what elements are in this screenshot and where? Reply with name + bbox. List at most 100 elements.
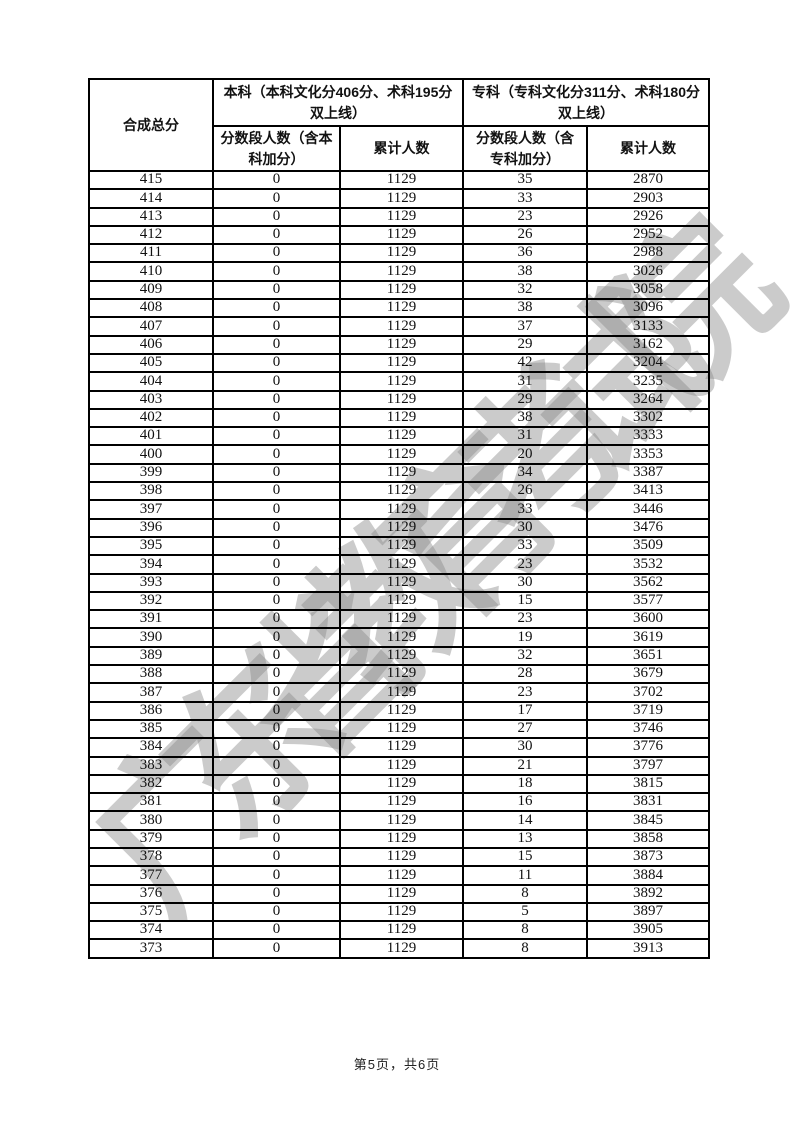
table-cell: 406 xyxy=(88,334,214,355)
table-cell: 402 xyxy=(88,407,214,429)
table-cell: 0 xyxy=(212,773,341,795)
table-cell: 1129 xyxy=(339,224,464,246)
table-cell: 0 xyxy=(212,609,341,630)
header-benke-group: 本科（本科文化分406分、术科195分双上线） xyxy=(212,78,464,127)
table-cell: 394 xyxy=(88,554,214,575)
table-cell: 1129 xyxy=(339,938,464,959)
table-cell: 0 xyxy=(212,535,341,557)
table-row: 389 0 1129 32 3651 xyxy=(88,645,711,667)
table-cell: 31 xyxy=(462,371,588,392)
table-cell: 386 xyxy=(88,700,214,721)
table-cell: 0 xyxy=(212,481,341,502)
table-row: 374 0 1129 8 3905 xyxy=(88,920,711,941)
table-cell: 33 xyxy=(462,535,588,557)
table-cell: 11 xyxy=(462,865,588,886)
table-cell: 1129 xyxy=(339,846,464,868)
table-cell: 3446 xyxy=(585,499,711,520)
table-cell: 8 xyxy=(462,938,588,959)
table-cell: 27 xyxy=(462,718,588,740)
table-cell: 0 xyxy=(212,682,341,703)
table-cell: 29 xyxy=(462,334,588,355)
table-cell: 3619 xyxy=(585,627,711,648)
table-cell: 0 xyxy=(212,572,341,593)
table-cell: 3905 xyxy=(585,920,711,941)
table-cell: 0 xyxy=(212,352,341,374)
table-cell: 23 xyxy=(462,206,588,227)
score-table-body: 415 0 1129 35 2870 414 0 1129 33 2903 413 0 1129 23 29… xyxy=(88,169,711,959)
table-row: 413 0 1129 23 2926 xyxy=(88,206,711,227)
table-cell: 0 xyxy=(212,334,341,355)
table-cell: 3058 xyxy=(585,279,711,301)
table-cell: 0 xyxy=(212,920,341,941)
table-cell: 37 xyxy=(462,316,588,337)
table-cell: 1129 xyxy=(339,389,464,410)
table-cell: 17 xyxy=(462,700,588,721)
table-cell: 2952 xyxy=(585,224,711,246)
table-row: 400 0 1129 20 3353 xyxy=(88,444,711,465)
table-cell: 8 xyxy=(462,883,588,904)
table-cell: 0 xyxy=(212,462,341,484)
table-cell: 3026 xyxy=(585,261,711,282)
table-cell: 0 xyxy=(212,663,341,685)
table-cell: 19 xyxy=(462,627,588,648)
table-cell: 399 xyxy=(88,462,214,484)
table-cell: 1129 xyxy=(339,645,464,667)
table-cell: 393 xyxy=(88,572,214,593)
score-table: 合成总分 本科（本科文化分406分、术科195分双上线） 专科（专科文化分311… xyxy=(88,78,711,959)
table-row: 394 0 1129 23 3532 xyxy=(88,554,711,575)
table-row: 415 0 1129 35 2870 xyxy=(88,169,711,191)
table-cell: 1129 xyxy=(339,682,464,703)
table-cell: 29 xyxy=(462,389,588,410)
table-cell: 1129 xyxy=(339,901,464,923)
table-cell: 2903 xyxy=(585,188,711,209)
table-cell: 3577 xyxy=(585,590,711,612)
table-cell: 32 xyxy=(462,279,588,301)
table-cell: 403 xyxy=(88,389,214,410)
table-cell: 3702 xyxy=(585,682,711,703)
table-row: 395 0 1129 33 3509 xyxy=(88,535,711,557)
table-cell: 3858 xyxy=(585,828,711,850)
table-row: 378 0 1129 15 3873 xyxy=(88,846,711,868)
table-cell: 1129 xyxy=(339,792,464,813)
table-cell: 0 xyxy=(212,737,341,758)
table-cell: 398 xyxy=(88,481,214,502)
table-cell: 3204 xyxy=(585,352,711,374)
table-cell: 0 xyxy=(212,389,341,410)
table-cell: 400 xyxy=(88,444,214,465)
table-cell: 3897 xyxy=(585,901,711,923)
table-row: 386 0 1129 17 3719 xyxy=(88,700,711,721)
table-cell: 0 xyxy=(212,792,341,813)
table-cell: 381 xyxy=(88,792,214,813)
table-row: 410 0 1129 38 3026 xyxy=(88,261,711,282)
table-cell: 1129 xyxy=(339,718,464,740)
table-cell: 15 xyxy=(462,590,588,612)
table-cell: 392 xyxy=(88,590,214,612)
table-cell: 20 xyxy=(462,444,588,465)
table-cell: 0 xyxy=(212,590,341,612)
table-cell: 414 xyxy=(88,188,214,209)
table-cell: 3831 xyxy=(585,792,711,813)
table-cell: 0 xyxy=(212,810,341,831)
table-cell: 3600 xyxy=(585,609,711,630)
table-row: 414 0 1129 33 2903 xyxy=(88,188,711,209)
table-row: 407 0 1129 37 3133 xyxy=(88,316,711,337)
table-cell: 0 xyxy=(212,243,341,264)
table-cell: 0 xyxy=(212,316,341,337)
table-cell: 33 xyxy=(462,499,588,520)
table-cell: 3532 xyxy=(585,554,711,575)
table-cell: 2988 xyxy=(585,243,711,264)
table-cell: 34 xyxy=(462,462,588,484)
table-cell: 3133 xyxy=(585,316,711,337)
table-row: 408 0 1129 38 3096 xyxy=(88,298,711,319)
table-cell: 0 xyxy=(212,700,341,721)
table-cell: 0 xyxy=(212,499,341,520)
table-cell: 0 xyxy=(212,627,341,648)
table-cell: 5 xyxy=(462,901,588,923)
table-cell: 373 xyxy=(88,938,214,959)
table-cell: 0 xyxy=(212,828,341,850)
table-cell: 0 xyxy=(212,645,341,667)
table-cell: 0 xyxy=(212,865,341,886)
table-cell: 3476 xyxy=(585,517,711,538)
table-cell: 375 xyxy=(88,901,214,923)
table-cell: 3302 xyxy=(585,407,711,429)
